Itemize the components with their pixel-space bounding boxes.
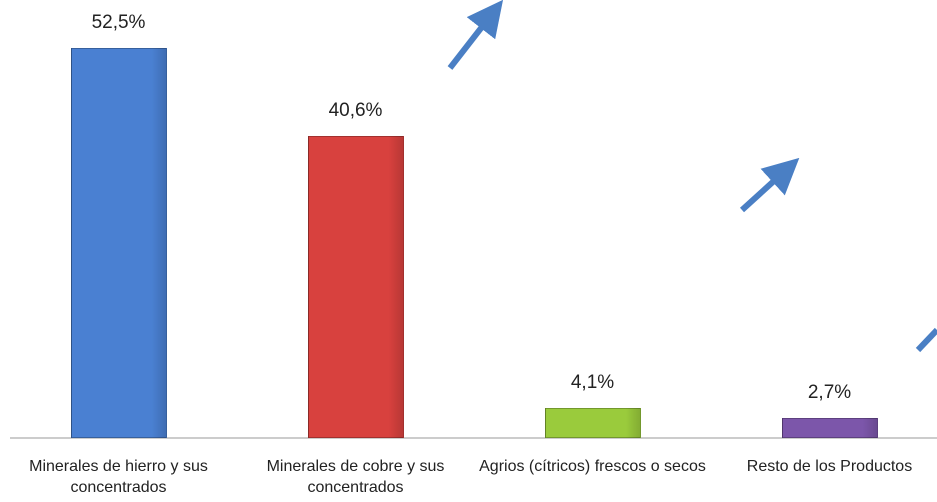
data-label: 4,1% (570, 371, 615, 393)
arrow (915, 327, 937, 353)
arrow (447, 0, 504, 70)
data-label: 52,5% (91, 12, 146, 33)
x-tick-label: Resto de los Productos (746, 458, 913, 475)
arrow (739, 157, 800, 213)
x-tick-label: Agrios (cítricos) frescos o secos (479, 458, 706, 475)
data-label: 40,6% (328, 100, 383, 122)
x-tick-label: Minerales de cobre y sus concentrados (266, 458, 445, 496)
x-tick-label: Minerales de hierro y sus concentrados (29, 458, 208, 496)
data-label: 2,7% (807, 381, 852, 403)
bar (781, 417, 878, 438)
bar (307, 136, 404, 438)
bar (70, 48, 167, 438)
bar (544, 407, 641, 438)
